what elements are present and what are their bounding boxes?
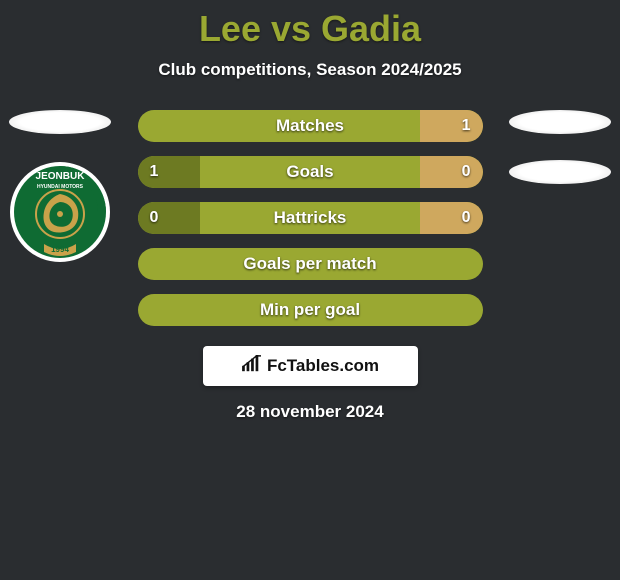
left-player-column: JEONBUK HYUNDAI MOTORS 1994 [0, 110, 120, 272]
page-title: Lee vs Gadia [0, 0, 620, 50]
right-player-column [500, 110, 620, 184]
left-player-avatar-placeholder [9, 110, 111, 134]
stats-table: Matches11Goals00Hattricks0Goals per matc… [138, 110, 483, 326]
svg-text:1994: 1994 [51, 245, 69, 254]
date-text: 28 november 2024 [0, 402, 620, 422]
brand-badge[interactable]: FcTables.com [203, 346, 418, 386]
brand-text: FcTables.com [267, 356, 379, 376]
stat-label: Goals [138, 162, 483, 182]
stat-row: Matches1 [138, 110, 483, 142]
right-player-avatar-placeholder [509, 110, 611, 134]
left-club-badge: JEONBUK HYUNDAI MOTORS 1994 [10, 152, 110, 272]
stat-row: 1Goals0 [138, 156, 483, 188]
stat-row: 0Hattricks0 [138, 202, 483, 234]
stat-row: Min per goal [138, 294, 483, 326]
right-club-badge-placeholder [509, 160, 611, 184]
stat-label: Goals per match [138, 254, 483, 274]
stat-value-right: 0 [462, 209, 471, 227]
svg-text:JEONBUK: JEONBUK [36, 171, 86, 182]
stat-label: Hattricks [138, 208, 483, 228]
page-subtitle: Club competitions, Season 2024/2025 [0, 60, 620, 80]
stat-label: Matches [138, 116, 483, 136]
stat-label: Min per goal [138, 300, 483, 320]
stat-value-right: 1 [462, 117, 471, 135]
stat-row: Goals per match [138, 248, 483, 280]
stat-value-right: 0 [462, 163, 471, 181]
bar-chart-icon [241, 355, 263, 378]
comparison-panel: JEONBUK HYUNDAI MOTORS 1994 Matches11Goa… [0, 110, 620, 326]
